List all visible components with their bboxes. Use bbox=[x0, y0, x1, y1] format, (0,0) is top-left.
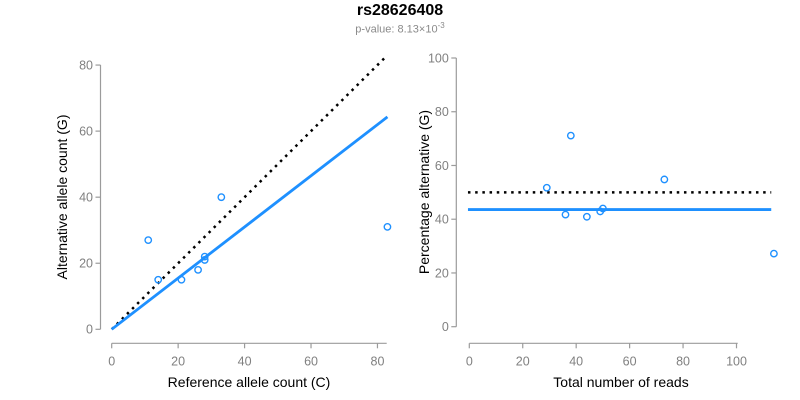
x-tick-label: 80 bbox=[371, 354, 385, 368]
x-tick-label: 20 bbox=[171, 354, 185, 368]
y-tick-label: 20 bbox=[435, 266, 449, 280]
pvalue-exponent: -3 bbox=[437, 21, 445, 30]
data-point bbox=[144, 236, 153, 245]
data-point bbox=[200, 252, 209, 261]
data-point bbox=[660, 175, 669, 184]
y-tick-label: 80 bbox=[435, 105, 449, 119]
y-tick-label: 60 bbox=[435, 159, 449, 173]
x-tick-label: 60 bbox=[623, 354, 637, 368]
fit-line bbox=[110, 115, 389, 331]
y-tick-label: 40 bbox=[435, 213, 449, 227]
data-point bbox=[770, 249, 778, 258]
y-tick-label: 60 bbox=[79, 124, 93, 138]
y-tick-label: 0 bbox=[86, 323, 93, 337]
y-tick-label: 20 bbox=[79, 257, 93, 271]
data-point bbox=[582, 212, 591, 221]
x-tick-label: 40 bbox=[238, 354, 252, 368]
x-tick-label: 60 bbox=[304, 354, 318, 368]
data-point bbox=[154, 275, 163, 284]
y-tick-label: 0 bbox=[442, 320, 449, 334]
y-tick-label: 80 bbox=[79, 58, 93, 72]
right-x-axis-label: Total number of reads bbox=[553, 374, 689, 390]
data-point bbox=[383, 223, 392, 231]
left-x-axis-label: Reference allele count (C) bbox=[167, 374, 331, 390]
x-tick-label: 100 bbox=[726, 354, 747, 368]
x-tick-label: 80 bbox=[676, 354, 690, 368]
left-scatter-plot: 0 20 40 60 80 0 20 40 60 80 bbox=[79, 54, 392, 368]
data-point bbox=[194, 265, 202, 274]
page-title: rs28626408 bbox=[356, 2, 444, 19]
right-scatter-plot: 0 20 40 60 80 100 0 20 40 60 80 100 bbox=[428, 51, 778, 368]
data-point bbox=[217, 193, 226, 202]
data-point bbox=[177, 275, 186, 284]
data-point bbox=[599, 204, 607, 213]
data-point bbox=[542, 183, 551, 192]
data-point bbox=[200, 256, 209, 264]
data-point bbox=[566, 131, 575, 140]
x-tick-label: 20 bbox=[516, 354, 530, 368]
pvalue-subtitle: p-value: 8.13×10-3 bbox=[0, 21, 800, 36]
pvalue-text: p-value: 8.13×10 bbox=[355, 23, 438, 36]
y-tick-label: 40 bbox=[79, 190, 93, 204]
x-tick-label: 40 bbox=[569, 354, 583, 368]
x-tick-label: 0 bbox=[466, 354, 473, 368]
identity-line bbox=[110, 54, 389, 331]
y-tick-label: 100 bbox=[428, 51, 449, 65]
data-point bbox=[561, 210, 570, 219]
x-tick-label: 0 bbox=[108, 354, 115, 368]
